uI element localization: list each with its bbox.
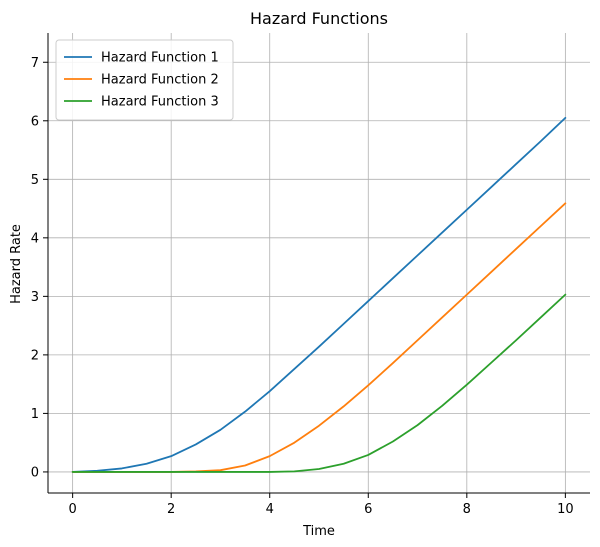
x-tick-label: 0 <box>68 502 76 517</box>
legend-box <box>55 39 234 121</box>
legend-label-3: Hazard Function 3 <box>101 95 219 110</box>
y-axis-label: Hazard Rate <box>9 224 24 304</box>
series-line-3 <box>71 293 567 473</box>
legend-label-2: Hazard Function 2 <box>101 73 219 88</box>
axes-layer: 0 2 4 6 8 10 0 1 2 3 4 5 6 7 <box>31 33 590 517</box>
x-tick-label: 8 <box>463 502 471 517</box>
legend: Hazard Function 1 Hazard Function 2 Hazard… <box>55 39 234 121</box>
x-axis-label: Time <box>302 524 335 539</box>
series-layer <box>71 116 567 473</box>
y-tick-label: 5 <box>31 173 39 188</box>
x-tick-label: 4 <box>266 502 274 517</box>
x-tick-label: 2 <box>167 502 175 517</box>
grid-layer <box>48 33 590 493</box>
x-tick-label: 6 <box>364 502 372 517</box>
series-line-1 <box>71 116 567 473</box>
y-tick-label: 0 <box>31 465 39 480</box>
y-tick-label: 7 <box>31 56 39 71</box>
y-tick-label: 2 <box>31 348 39 363</box>
y-tick-label: 3 <box>31 290 39 305</box>
y-tick-label: 1 <box>31 407 39 422</box>
legend-label-1: Hazard Function 1 <box>101 51 219 66</box>
y-tick-label: 4 <box>31 231 39 246</box>
x-tick-label: 10 <box>557 502 574 517</box>
y-tick-label: 6 <box>31 114 39 129</box>
series-line-2 <box>71 202 567 473</box>
chart-title: Hazard Functions <box>250 9 388 28</box>
